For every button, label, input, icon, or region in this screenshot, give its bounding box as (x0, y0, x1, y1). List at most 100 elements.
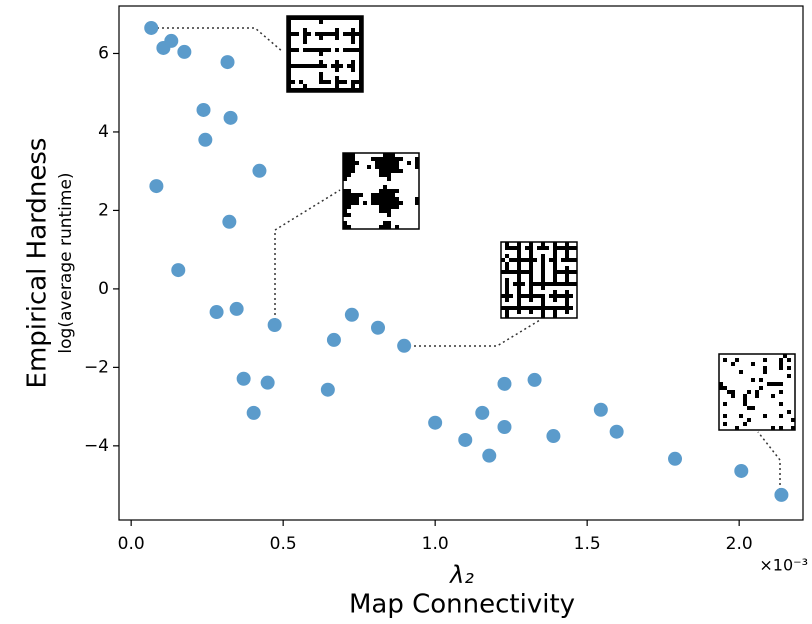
point (252, 163, 267, 178)
inset-cell (529, 270, 533, 274)
inset-cell (387, 221, 391, 225)
inset-cell (287, 44, 291, 48)
inset-cell (505, 294, 509, 298)
inset-cell (517, 250, 521, 254)
inset-cell (505, 254, 509, 258)
y-tick-label: 2 (98, 200, 109, 220)
inset-cell (751, 378, 755, 382)
inset-cell (771, 394, 775, 398)
inset-cell (505, 270, 509, 274)
inset-cell (335, 60, 339, 64)
inset-cell (343, 173, 347, 177)
inset-cell (343, 153, 347, 157)
inset-cell (339, 16, 343, 20)
y-tick-label: 0 (98, 279, 109, 299)
y-tick-label: −4 (84, 436, 109, 456)
inset-cell (387, 169, 391, 173)
inset-cell (395, 225, 399, 229)
inset-cell (517, 310, 521, 314)
inset-cell (505, 314, 509, 318)
inset-cell (287, 16, 291, 20)
inset-cell (383, 169, 387, 173)
point (164, 33, 179, 48)
inset-cell (311, 48, 315, 52)
inset-cell (299, 64, 303, 68)
inset-cell (723, 422, 727, 426)
inset-cell (755, 394, 759, 398)
inset-cell (343, 225, 347, 229)
inset-cell (529, 266, 533, 270)
inset-cell (517, 246, 521, 250)
inset-cell (537, 246, 541, 250)
inset-cell (533, 294, 537, 298)
inset-cell (383, 185, 387, 189)
inset-cell (557, 294, 561, 298)
inset-cell (347, 32, 351, 36)
inset-cell (351, 153, 355, 157)
inset-cell (359, 44, 363, 48)
inset-cell (391, 157, 395, 161)
inset-cell (505, 266, 509, 270)
inset-cell (371, 157, 375, 161)
inset-cell (379, 189, 383, 193)
inset-cell (375, 157, 379, 161)
map-inset (286, 15, 364, 93)
inset-cell (307, 88, 311, 92)
inset-cell (371, 193, 375, 197)
inset-cell (731, 394, 735, 398)
inset-cell (375, 197, 379, 201)
inset-cell (533, 258, 537, 262)
point (171, 263, 186, 278)
inset-cell (327, 48, 331, 52)
inset-cell (287, 72, 291, 76)
map-inset (342, 152, 420, 230)
inset-cell (521, 306, 525, 310)
inset-cell (371, 197, 375, 201)
inset-cell (327, 16, 331, 20)
inset-cell (395, 197, 399, 201)
inset-cell (303, 36, 307, 40)
inset-cell (343, 165, 347, 169)
inset-cell (529, 294, 533, 298)
inset-cell (347, 153, 351, 157)
inset-cell (383, 189, 387, 193)
inset-cell (379, 161, 383, 165)
inset-cell (545, 246, 549, 250)
inset-cell (771, 426, 775, 430)
inset-cell (359, 40, 363, 44)
inset-cell (379, 193, 383, 197)
inset-cell (553, 242, 557, 246)
inset-cell (335, 28, 339, 32)
inset-cell (387, 193, 391, 197)
inset-cell (399, 201, 403, 205)
inset-cell (343, 157, 347, 161)
inset-cell (763, 366, 767, 370)
inset-cell (331, 64, 335, 68)
inset-cell (347, 213, 351, 217)
inset-cell (545, 306, 549, 310)
inset-cell (351, 197, 355, 201)
inset-cell (743, 422, 747, 426)
inset-cell (375, 193, 379, 197)
inset-cell (383, 205, 387, 209)
inset-cell (343, 213, 347, 217)
inset-cell (529, 278, 533, 282)
inset-cell (383, 161, 387, 165)
inset-cell (565, 294, 569, 298)
inset-cell (763, 414, 767, 418)
inset-cell (505, 282, 509, 286)
inset-cell (351, 16, 355, 20)
inset-cell (375, 201, 379, 205)
inset-cell (569, 246, 573, 250)
inset-cell (355, 16, 359, 20)
point (326, 332, 341, 347)
inset-cell (565, 298, 569, 302)
inset-cell (509, 306, 513, 310)
inset-cell (569, 294, 573, 298)
inset-cell (287, 76, 291, 80)
inset-cell (391, 197, 395, 201)
x-tick-label: 1.0 (422, 534, 449, 554)
inset-cell (303, 84, 307, 88)
inset-cell (379, 205, 383, 209)
inset-cell (355, 201, 359, 205)
